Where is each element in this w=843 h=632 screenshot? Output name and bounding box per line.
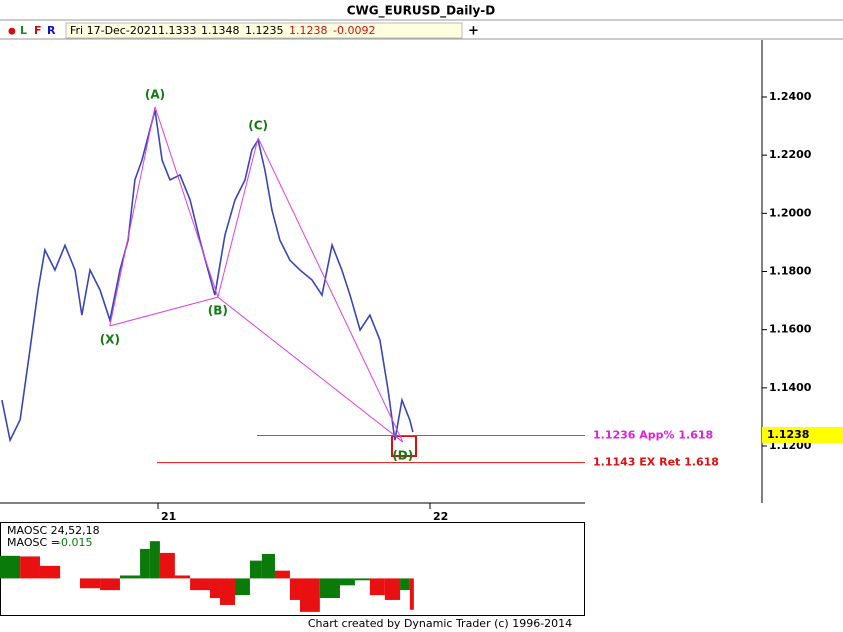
- osc-readout-value: -0.015: [57, 536, 92, 549]
- osc-bar: [159, 552, 175, 579]
- pattern-line: [154, 106, 219, 298]
- osc-bar: [140, 548, 150, 579]
- status-dot: ●: [8, 27, 16, 37]
- osc-bar: [369, 578, 385, 596]
- osc-bar: [354, 578, 370, 581]
- wave-label: (X): [100, 332, 120, 346]
- osc-bar: [274, 570, 290, 579]
- pattern-line: [109, 106, 156, 326]
- osc-bar: [409, 578, 414, 610]
- y-tick-label: 1.1600: [769, 323, 812, 336]
- osc-readout-label: MAOSC =: [7, 536, 60, 549]
- quote-high: 1.1348: [201, 24, 240, 37]
- level-label: 1.1143 EX Ret 1.618: [593, 456, 719, 469]
- quote-open: 1.1333: [158, 24, 197, 37]
- footer: Chart created by Dynamic Trader (c) 1996…: [308, 617, 572, 630]
- osc-title: MAOSC 24,52,18: [7, 524, 100, 537]
- y-tick-label: 1.2400: [769, 90, 812, 103]
- pattern-line: [217, 137, 259, 298]
- level-label: 1.1236 App% 1.618: [593, 429, 713, 442]
- osc-bar: [209, 578, 221, 599]
- osc-bar: [299, 578, 320, 612]
- pattern-line: [257, 137, 404, 443]
- flag-r[interactable]: R: [47, 24, 56, 37]
- osc-bar: [149, 541, 160, 579]
- flag-l[interactable]: L: [20, 24, 27, 37]
- osc-bar: [20, 556, 40, 579]
- osc-bar: [384, 578, 401, 600]
- osc-bar: [234, 578, 250, 596]
- osc-bar: [289, 578, 300, 600]
- osc-bar: [100, 578, 120, 591]
- quote-change: -0.0092: [333, 24, 375, 37]
- osc-bar: [79, 578, 101, 589]
- quote-low: 1.1235: [245, 24, 284, 37]
- y-tick-label: 1.2000: [769, 206, 812, 219]
- wave-label: (D): [392, 448, 413, 462]
- osc-bar: [190, 578, 210, 591]
- x-tick-label: 22: [433, 510, 448, 523]
- osc-bar: [39, 565, 61, 579]
- last-price-box: [762, 426, 843, 443]
- window-title: CWG_EURUSD_Daily-D: [347, 4, 496, 19]
- last-price-label: 1.1238: [767, 428, 809, 441]
- pattern-line: [217, 296, 404, 443]
- osc-bar: [339, 578, 355, 586]
- osc-bar: [220, 578, 235, 605]
- price-line: [1, 109, 414, 443]
- y-tick-label: 1.1400: [769, 381, 812, 394]
- wave-label: (B): [208, 304, 228, 318]
- osc-bar: [0, 555, 21, 579]
- osc-bar: [249, 560, 262, 579]
- osc-bar: [119, 575, 141, 579]
- osc-bar: [261, 553, 275, 579]
- wave-label: (A): [145, 87, 165, 101]
- add-button[interactable]: +: [468, 24, 479, 39]
- flag-f[interactable]: F: [34, 24, 42, 37]
- osc-bar: [319, 578, 340, 599]
- osc-bar: [400, 578, 410, 591]
- quote-field: [65, 22, 463, 39]
- y-tick-label: 1.2200: [769, 148, 812, 161]
- x-tick-label: 21: [161, 510, 176, 523]
- quote-close: 1.1238: [289, 24, 328, 37]
- osc-bar: [174, 575, 191, 579]
- pattern-line: [109, 296, 218, 327]
- wave-label: (C): [248, 119, 268, 133]
- quote-date: Fri 17-Dec-2021: [70, 24, 158, 37]
- y-tick-label: 1.1800: [769, 265, 812, 278]
